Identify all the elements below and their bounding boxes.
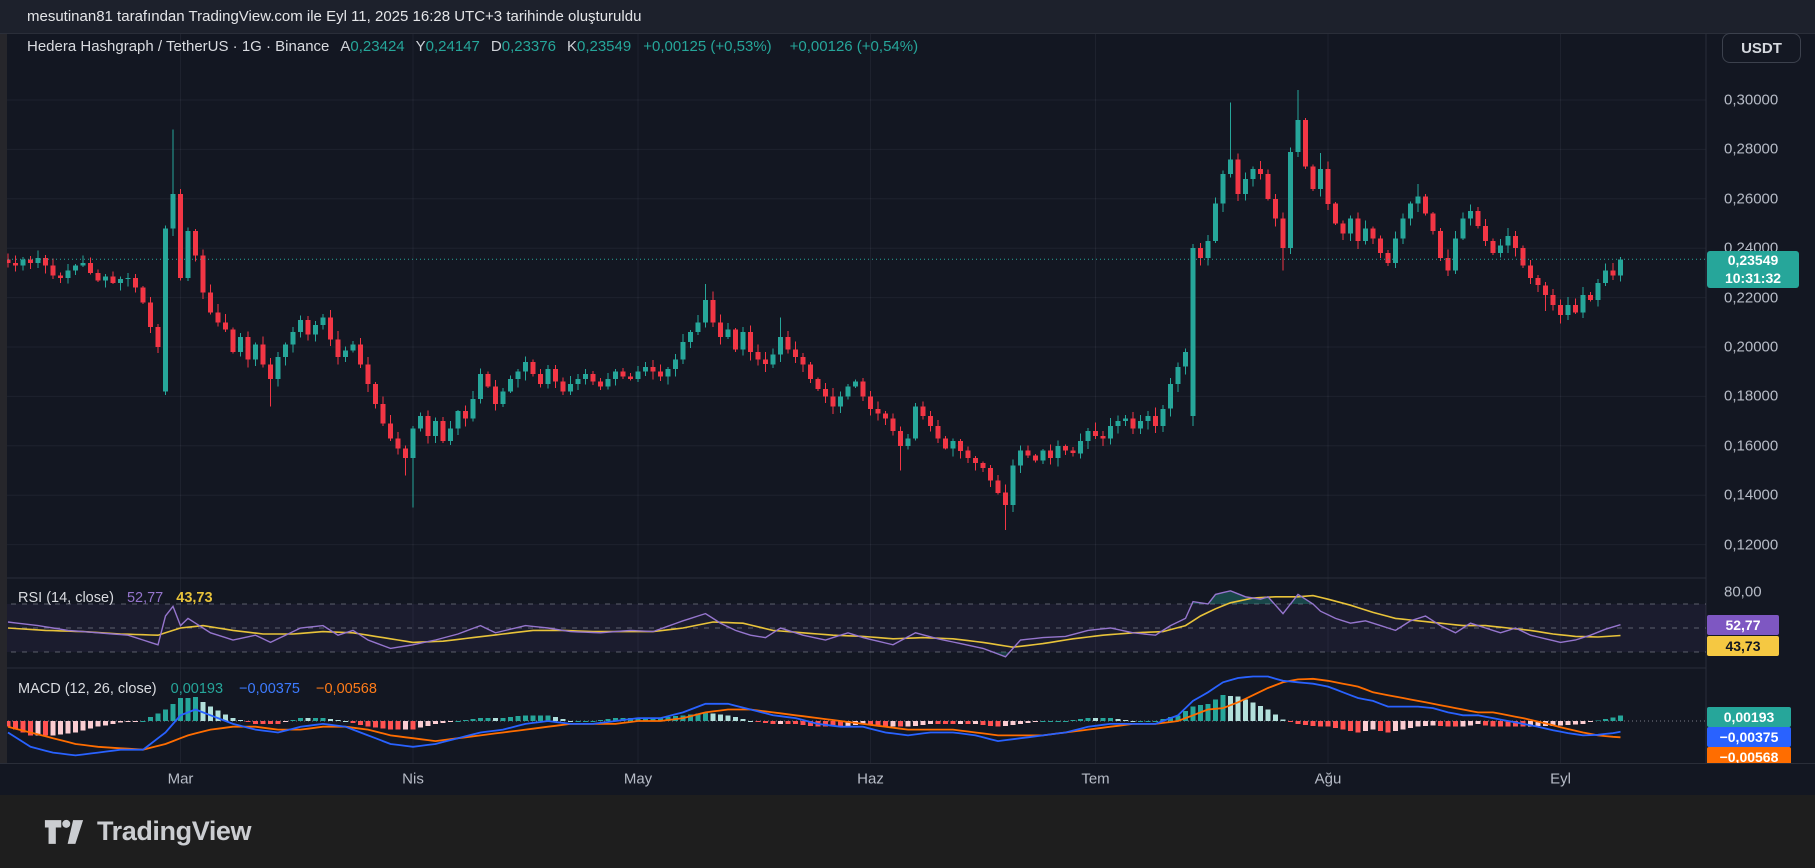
- price-tick-label: 0,14000: [1724, 486, 1779, 504]
- ohlc-letter: Y: [415, 38, 426, 55]
- ohlc-letter: K: [566, 38, 577, 55]
- rsi-legend[interactable]: RSI (14, close) 52,77 43,73: [18, 590, 213, 606]
- macd-line-badge: −0,00375: [1707, 727, 1791, 747]
- macd-title[interactable]: MACD (12, 26, close): [18, 681, 157, 697]
- price-tick-label: 0,20000: [1724, 338, 1779, 356]
- macd-legend[interactable]: MACD (12, 26, close) 0,00193 −0,00375 −0…: [18, 681, 377, 697]
- ohlc-values: A0,23424 Y0,24147 D0,23376 K0,23549: [329, 38, 631, 55]
- time-axis[interactable]: [0, 763, 1815, 796]
- month-label[interactable]: Eyl: [1550, 770, 1571, 788]
- ohlc-letter: D: [490, 38, 502, 55]
- month-label[interactable]: Tem: [1081, 770, 1110, 788]
- macd-signal-value: −0,00568: [316, 681, 377, 697]
- footer-bar: TradingView: [0, 795, 1815, 868]
- tradingview-wordmark[interactable]: TradingView: [97, 816, 252, 846]
- bar-countdown: 10:31:32: [1724, 270, 1782, 287]
- attribution-bar: mesutinan81 tarafından TradingView.com i…: [0, 0, 1815, 34]
- price-tick-label: 0,12000: [1724, 536, 1779, 554]
- ohlc-number: 0,23549: [576, 38, 632, 55]
- chart-left-gutter: [0, 34, 7, 795]
- symbol-title[interactable]: Hedera Hashgraph / TetherUS · 1G · Binan…: [27, 38, 330, 55]
- change-value: +0,00125 (+0,53%): [643, 38, 772, 55]
- month-label[interactable]: Mar: [167, 770, 194, 788]
- tradingview-logo-icon[interactable]: [44, 817, 84, 847]
- macd-hist-value: 0,00193: [170, 681, 224, 697]
- month-label[interactable]: Haz: [857, 770, 884, 788]
- attribution-text: mesutinan81 tarafından TradingView.com i…: [27, 8, 642, 25]
- rsi-title[interactable]: RSI (14, close): [18, 590, 114, 606]
- rsi-pane: [0, 590, 1706, 658]
- month-label[interactable]: May: [623, 770, 653, 788]
- rsi-ma-badge: 43,73: [1707, 636, 1779, 656]
- rsi-ma-value: 43,73: [176, 590, 213, 606]
- price-tick-label: 0,22000: [1724, 289, 1779, 307]
- ohlc-number: 0,23424: [350, 38, 405, 55]
- ohlc-letter: A: [340, 38, 351, 55]
- price-tick-label: 0,30000: [1724, 91, 1779, 109]
- rsi-line: [7, 590, 1621, 658]
- ohlc-number: 0,24147: [425, 38, 480, 55]
- month-label[interactable]: Ağu: [1314, 770, 1342, 788]
- month-label[interactable]: Nis: [402, 770, 424, 788]
- symbol-legend[interactable]: Hedera Hashgraph / TetherUS · 1G · Binan…: [27, 38, 918, 55]
- macd-line-value: −0,00375: [239, 681, 300, 697]
- ohlc-number: 0,23376: [501, 38, 556, 55]
- rsi-ma-line: [7, 594, 1621, 649]
- currency-unit-button[interactable]: USDT: [1722, 33, 1801, 63]
- price-tick-label: 0,26000: [1724, 190, 1779, 208]
- rsi-value-badge: 52,77: [1707, 615, 1779, 635]
- extended-change-value: +0,00126 (+0,54%): [789, 38, 919, 55]
- macd-hist-badge: 0,00193: [1707, 707, 1791, 727]
- macd-pane: [0, 675, 1706, 757]
- last-price-badge: 0,23549 10:31:32: [1707, 250, 1799, 288]
- macd-signal-badge: −0,00568: [1707, 747, 1791, 767]
- rsi-value: 52,77: [126, 590, 164, 606]
- last-price-value: 0,23549: [1727, 252, 1779, 269]
- price-tick-label: 0,16000: [1724, 437, 1779, 455]
- macd-curve: [7, 675, 1621, 757]
- price-tick-label: 0,28000: [1724, 140, 1779, 158]
- macd-signal-curve: [7, 677, 1621, 751]
- rsi-tick-label: 80,00: [1724, 583, 1762, 601]
- price-tick-label: 0,18000: [1724, 387, 1779, 405]
- candles-layer: [5, 90, 1623, 530]
